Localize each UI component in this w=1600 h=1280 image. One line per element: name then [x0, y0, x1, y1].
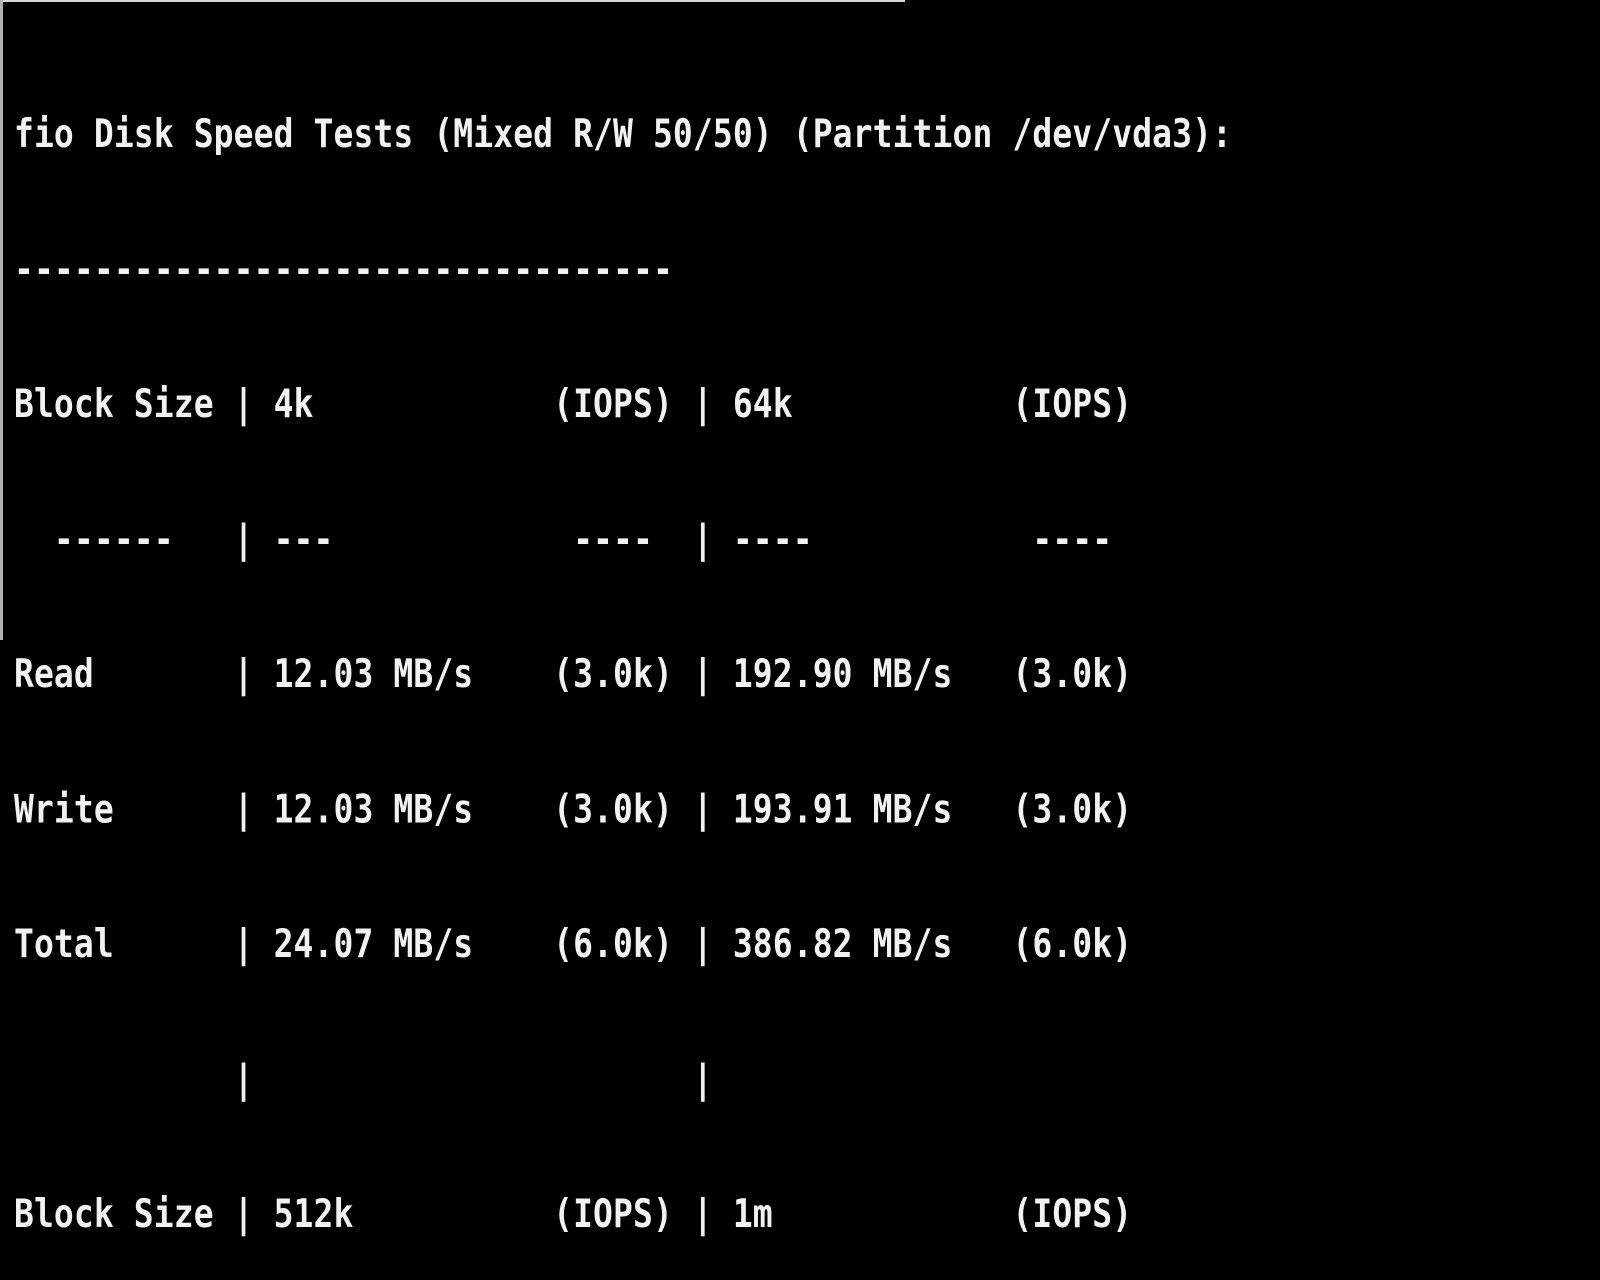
table-gap-row: | |: [14, 1054, 713, 1102]
fio-title-line: fio Disk Speed Tests (Mixed R/W 50/50) (…: [14, 109, 1233, 157]
window-edge-left: [0, 0, 3, 640]
table2-header-row: Block Size | 512k (IOPS) | 1m (IOPS): [14, 1189, 1133, 1237]
table1-read-row: Read | 12.03 MB/s (3.0k) | 192.90 MB/s (…: [14, 649, 1133, 697]
table1-total-row: Total | 24.07 MB/s (6.0k) | 386.82 MB/s …: [14, 919, 1133, 967]
table1-header-row: Block Size | 4k (IOPS) | 64k (IOPS): [14, 379, 1133, 427]
window-edge-top: [0, 0, 905, 2]
terminal-window: fio Disk Speed Tests (Mixed R/W 50/50) (…: [0, 0, 1232, 1236]
table1-write-row: Write | 12.03 MB/s (3.0k) | 193.91 MB/s …: [14, 784, 1133, 832]
terminal-output: fio Disk Speed Tests (Mixed R/W 50/50) (…: [14, 21, 1232, 1280]
fio-title-underline: ---------------------------------: [14, 244, 673, 292]
table1-separator-row: ------ | --- ---- | ---- ----: [14, 514, 1113, 562]
